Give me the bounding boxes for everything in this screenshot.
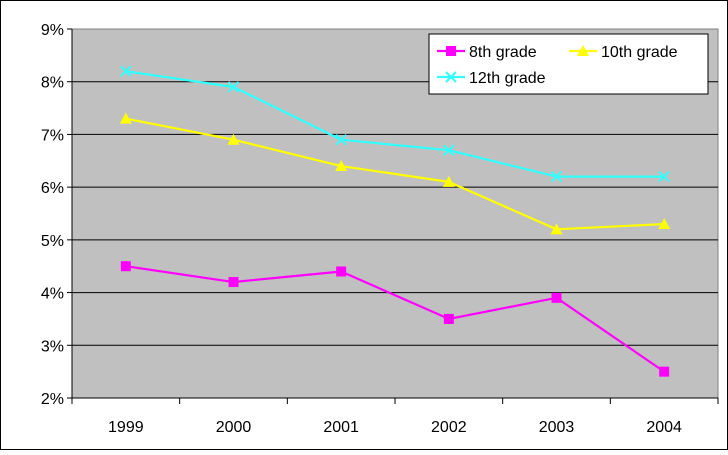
x-tick-label: 1999 xyxy=(108,419,144,436)
data-point-square xyxy=(228,277,239,288)
x-tick-label: 2003 xyxy=(539,419,575,436)
data-point-x xyxy=(120,65,132,77)
x-axis: 1999 2000 2001 2002 2003 2004 xyxy=(71,397,719,436)
y-tick-label: 8% xyxy=(41,75,64,92)
y-tick-label: 4% xyxy=(41,286,64,303)
legend: 8th grade 10th grade 12th grade xyxy=(428,33,709,95)
data-point-triangle xyxy=(227,133,240,145)
data-point-triangle xyxy=(577,45,589,56)
data-point-triangle xyxy=(119,112,132,124)
y-tick-label: 2% xyxy=(41,391,64,408)
y-tick-label: 6% xyxy=(41,180,64,197)
data-point-x xyxy=(227,81,240,93)
data-point-square xyxy=(659,366,670,377)
y-tick-label: 7% xyxy=(41,127,64,144)
x-tick-label: 2004 xyxy=(646,419,682,436)
series-line xyxy=(125,70,665,178)
data-point-x xyxy=(443,144,455,156)
data-point-square xyxy=(336,266,347,277)
data-point-triangle xyxy=(335,160,348,172)
x-tick-label: 2002 xyxy=(431,419,467,436)
data-point-x xyxy=(658,170,670,183)
legend-label: 8th grade xyxy=(469,44,537,61)
data-point-square xyxy=(120,261,131,272)
legend-item: 10th grade xyxy=(569,44,678,61)
legend-box xyxy=(428,33,709,95)
y-tick-label: 9% xyxy=(41,22,64,39)
data-point-square xyxy=(551,292,562,303)
legend-label: 12th grade xyxy=(469,70,546,87)
x-tick-label: 2001 xyxy=(323,419,359,436)
data-point-triangle xyxy=(550,223,563,235)
y-tick-label: 3% xyxy=(41,338,64,355)
data-point-x xyxy=(445,71,457,83)
series-layer xyxy=(119,65,671,377)
series-8th-grade xyxy=(120,261,670,377)
data-point-square xyxy=(443,313,454,324)
legend-label: 10th grade xyxy=(601,44,678,61)
data-point-triangle xyxy=(658,218,671,230)
y-tick-label: 5% xyxy=(41,233,64,250)
data-point-triangle xyxy=(442,175,455,187)
series-line xyxy=(125,265,665,373)
legend-item: 8th grade xyxy=(437,44,537,61)
data-point-square xyxy=(446,46,456,56)
data-point-x xyxy=(550,170,563,183)
series-12th-grade xyxy=(120,65,670,183)
y-axis: 2% 3% 4% 5% 6% 7% 8% 9% xyxy=(41,22,73,408)
data-point-x xyxy=(335,133,347,146)
grid-lines xyxy=(72,81,718,346)
legend-item: 12th grade xyxy=(437,70,546,87)
series-line xyxy=(125,117,665,231)
series-10th-grade xyxy=(119,112,671,235)
x-tick-label: 2000 xyxy=(216,419,252,436)
